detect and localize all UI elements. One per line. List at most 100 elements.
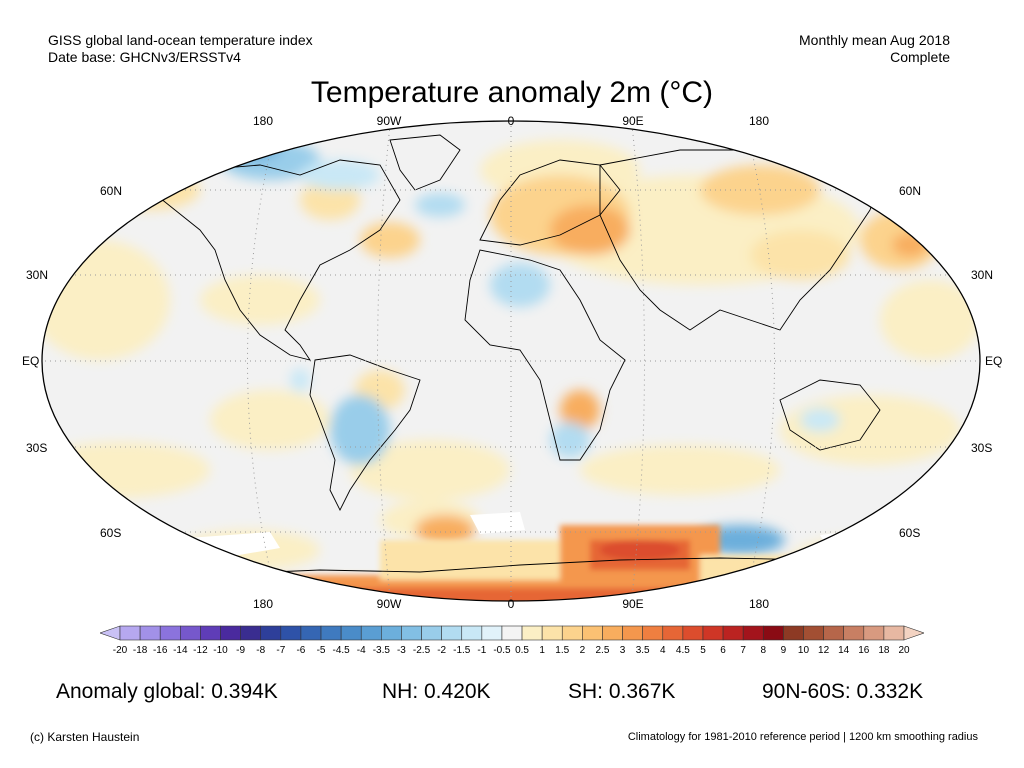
colorbar-swatch bbox=[662, 625, 684, 641]
colorbar-tick-label: 8 bbox=[760, 645, 767, 656]
colorbar-tick-label: 1 bbox=[539, 645, 545, 656]
colorbar-swatch bbox=[823, 625, 844, 641]
lon-label-90w-top: 90W bbox=[376, 114, 402, 128]
colorbar-tick-label: -8 bbox=[256, 645, 266, 656]
colorbar-tick-label: 3.5 bbox=[635, 645, 650, 656]
lat-label-60n-right: 60N bbox=[899, 184, 922, 198]
lon-label-90e-bottom: 90E bbox=[622, 597, 644, 611]
lat-label-30s-left: 30S bbox=[26, 441, 48, 455]
colorbar-swatch bbox=[883, 625, 905, 641]
colorbar-swatch bbox=[481, 625, 503, 641]
lon-label-180w-top: 180 bbox=[252, 114, 274, 128]
anomaly-sh: SH: 0.367K bbox=[568, 680, 676, 703]
completeness-label: Complete bbox=[890, 49, 950, 65]
colorbar-swatch bbox=[340, 625, 362, 641]
colorbar-tick-label: -1.5 bbox=[453, 645, 471, 656]
colorbar-tick-label: -20 bbox=[112, 645, 128, 656]
colorbar-tick-label: -2.5 bbox=[412, 645, 431, 656]
colorbar-tick-label: 1.5 bbox=[555, 645, 570, 656]
lon-label-180e-bottom: 180 bbox=[748, 597, 770, 611]
colorbar-tick-label: 9 bbox=[780, 645, 787, 656]
colorbar-tick-label: -2 bbox=[437, 645, 447, 656]
colorbar-swatch bbox=[762, 625, 784, 641]
colorbar-tick-label: 20 bbox=[898, 645, 910, 656]
colorbar-swatch bbox=[702, 625, 724, 641]
anomaly-90n-60s: 90N-60S: 0.332K bbox=[762, 680, 924, 703]
lat-label-eq-left: EQ bbox=[22, 354, 40, 368]
colorbar-swatch bbox=[381, 625, 402, 641]
colorbar-tick-label: -18 bbox=[132, 645, 148, 656]
colorbar-tick-label: -12 bbox=[193, 645, 208, 656]
colorbar-swatch bbox=[461, 625, 483, 641]
globe-border bbox=[41, 120, 981, 602]
lat-label-30n-left: 30N bbox=[26, 268, 49, 282]
dataset-title: GISS global land-ocean temperature index bbox=[48, 32, 313, 48]
colorbar-swatch bbox=[742, 625, 764, 641]
colorbar-swatch bbox=[622, 625, 643, 641]
colorbar-tick-label: -3 bbox=[396, 645, 406, 656]
lon-label-0-bottom: 0 bbox=[507, 597, 515, 611]
colorbar-swatch bbox=[139, 625, 161, 641]
colorbar-labels: -20 -18 -16 -14 -12 -10 -9 -8 -7 -6 -5 -4.5 -4 -3.5 -3… bbox=[0, 645, 1024, 661]
colorbar-tick-label: 10 bbox=[797, 645, 810, 656]
colorbar-swatch bbox=[501, 625, 523, 641]
colorbar-tick-label: -14 bbox=[173, 645, 188, 656]
lon-label-180w-bottom: 180 bbox=[252, 597, 274, 611]
anomaly-global: Anomaly global: 0.394K bbox=[56, 680, 278, 703]
lat-label-30n-right: 30N bbox=[971, 268, 994, 282]
colorbar-tick-label: -3.5 bbox=[372, 645, 390, 656]
colorbar-tick-label: 14 bbox=[838, 645, 850, 656]
colorbar-tick-label: -7 bbox=[276, 645, 286, 656]
period-label: Monthly mean Aug 2018 bbox=[799, 32, 950, 48]
colorbar bbox=[100, 625, 924, 641]
colorbar-swatch bbox=[260, 625, 282, 641]
map-title: Temperature anomaly 2m (°C) bbox=[310, 76, 714, 109]
colorbar-swatch bbox=[119, 625, 141, 641]
colorbar-tick-label: -4 bbox=[356, 645, 366, 656]
lon-label-90w-bottom: 90W bbox=[376, 597, 402, 611]
colorbar-swatch bbox=[783, 625, 804, 641]
colorbar-swatch bbox=[521, 625, 543, 641]
colorbar-swatch bbox=[602, 625, 623, 641]
colorbar-swatch bbox=[401, 625, 422, 641]
colorbar-tick-label: -1 bbox=[477, 645, 487, 656]
colorbar-swatch bbox=[159, 625, 181, 641]
colorbar-swatch bbox=[722, 625, 744, 641]
colorbar-tick-label: -9 bbox=[236, 645, 246, 656]
lat-label-60s-right: 60S bbox=[899, 526, 921, 540]
colorbar-tick-label: 2.5 bbox=[595, 645, 610, 656]
colorbar-swatch bbox=[360, 625, 382, 641]
colorbar-tick-label: 16 bbox=[858, 645, 870, 656]
colorbar-swatch bbox=[863, 625, 885, 641]
colorbar-swatch bbox=[320, 625, 342, 641]
colorbar-tick-label: 5 bbox=[700, 645, 706, 656]
lat-label-30s-right: 30S bbox=[971, 441, 993, 455]
colorbar-swatch bbox=[642, 625, 664, 641]
lon-label-90e-top: 90E bbox=[622, 114, 644, 128]
colorbar-tick-label: 12 bbox=[818, 645, 830, 656]
colorbar-tick-label: -4.5 bbox=[332, 645, 350, 656]
colorbar-swatch bbox=[280, 625, 302, 641]
colorbar-tick-label: 6 bbox=[720, 645, 726, 656]
colorbar-swatch bbox=[682, 625, 704, 641]
colorbar-swatch bbox=[803, 625, 824, 641]
colorbar-tick-label: 4.5 bbox=[675, 645, 690, 656]
colorbar-swatch bbox=[541, 625, 563, 641]
graticule bbox=[42, 121, 980, 601]
colorbar-tick-label: -0.5 bbox=[493, 645, 511, 656]
colorbar-tick-label: -16 bbox=[152, 645, 168, 656]
lon-label-180e-top: 180 bbox=[748, 114, 770, 128]
colorbar-min-arrow bbox=[100, 625, 121, 641]
colorbar-swatch bbox=[240, 625, 262, 641]
credit: (c) Karsten Haustein bbox=[30, 730, 140, 744]
colorbar-swatch bbox=[421, 625, 442, 641]
colorbar-tick-label: 7 bbox=[740, 645, 746, 656]
colorbar-swatch bbox=[582, 625, 603, 641]
colorbar-tick-label: -5 bbox=[316, 645, 326, 656]
colorbar-swatch bbox=[300, 625, 322, 641]
colorbar-tick-label: -10 bbox=[213, 645, 228, 656]
lat-label-60n-left: 60N bbox=[100, 184, 123, 198]
colorbar-swatch bbox=[843, 625, 865, 641]
colorbar-swatch bbox=[441, 625, 463, 641]
